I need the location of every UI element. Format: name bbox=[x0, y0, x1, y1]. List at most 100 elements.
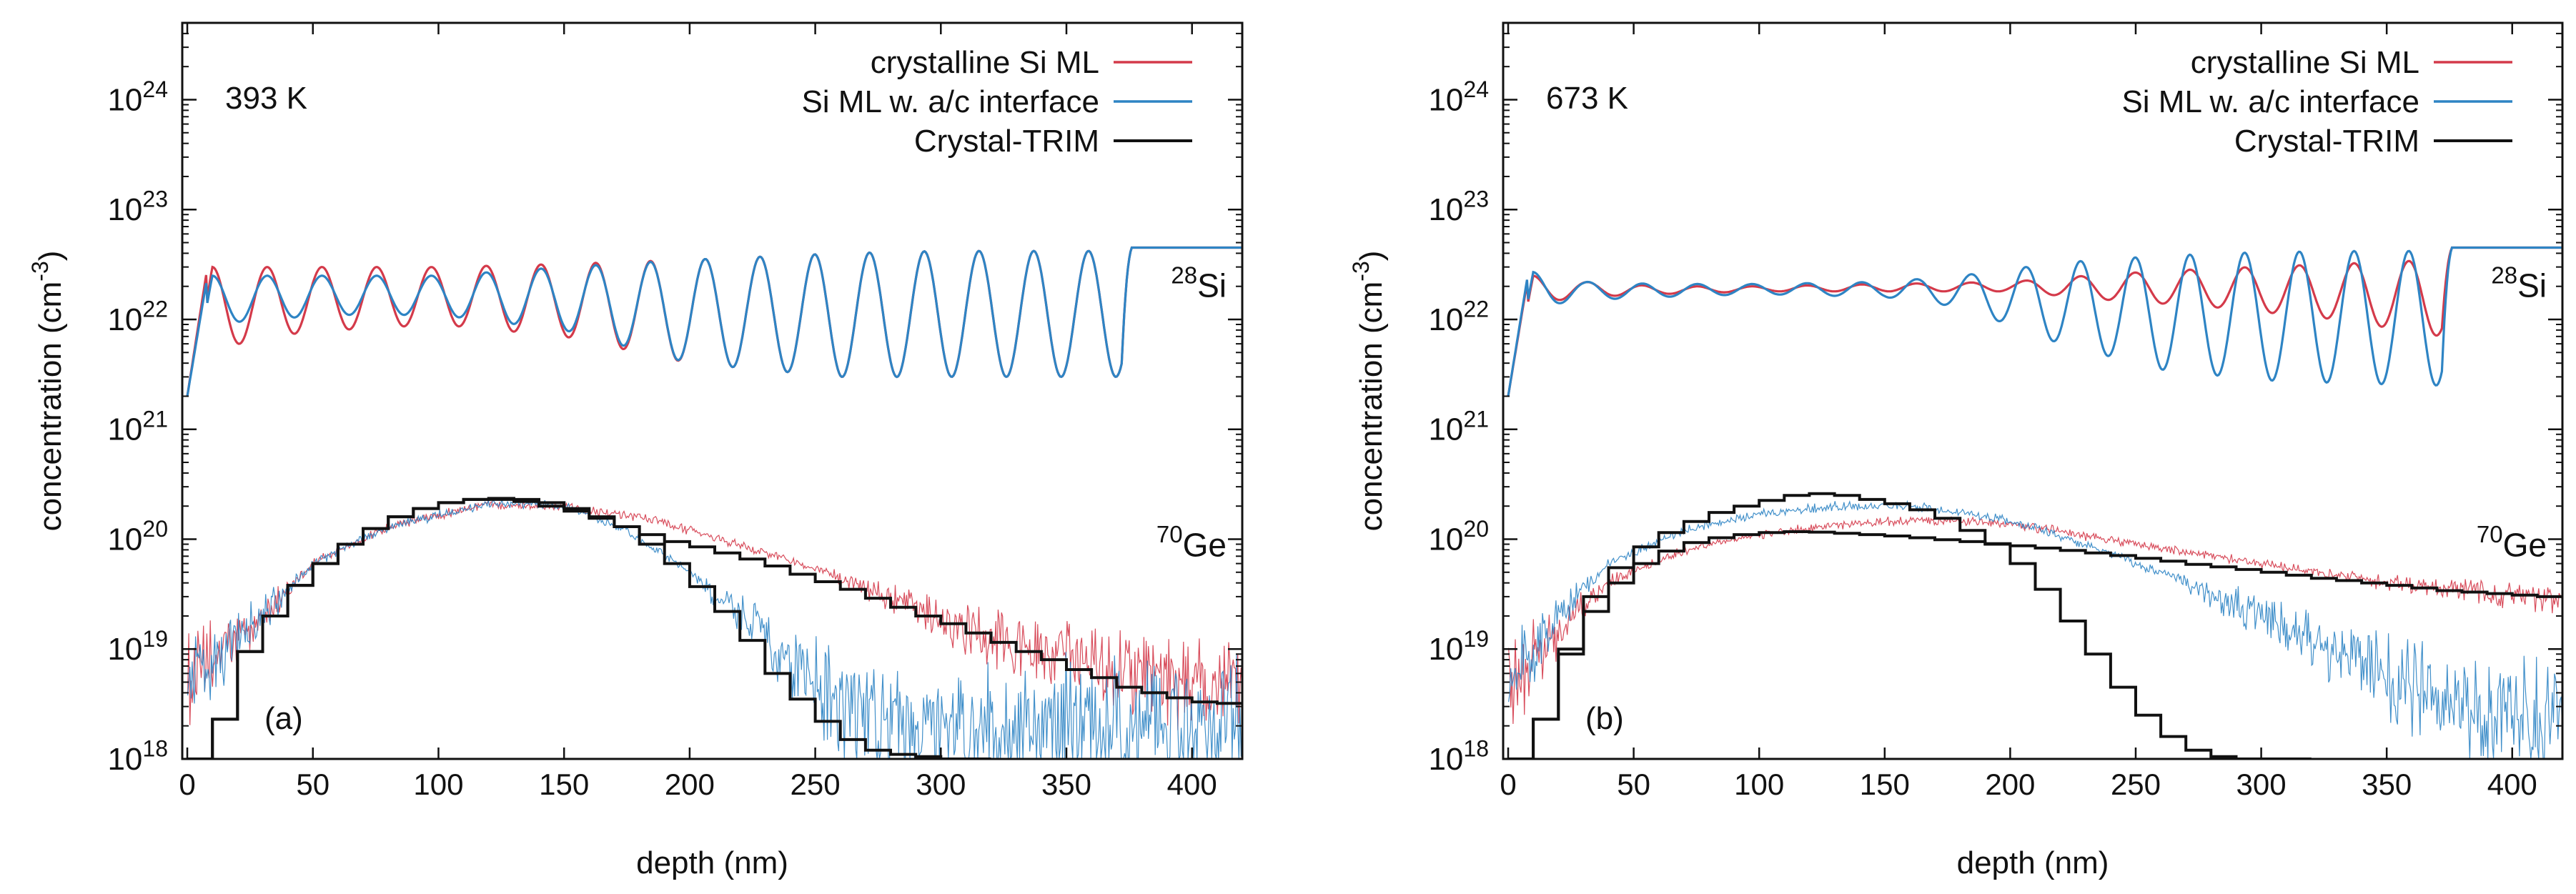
superscript: 20 bbox=[142, 516, 168, 542]
text-part: 10 bbox=[107, 302, 142, 337]
species-label-ge: 70Ge bbox=[2477, 521, 2547, 563]
trim-profile-b bbox=[1508, 530, 2562, 759]
legend-entry-label: Crystal-TRIM bbox=[914, 124, 1099, 159]
text-part: 10 bbox=[107, 412, 142, 447]
trim-profile-a bbox=[1508, 492, 2312, 759]
superscript: 24 bbox=[142, 76, 168, 102]
y-tick-label: 1020 bbox=[1428, 516, 1489, 557]
legend-entry-label: Si ML w. a/c interface bbox=[801, 84, 1099, 119]
y-tick-label: 1021 bbox=[107, 406, 168, 447]
y-axis-label-close: ) bbox=[33, 251, 68, 262]
temperature-label: 393 K bbox=[225, 81, 307, 116]
si-profile-ac-interface bbox=[186, 246, 1242, 397]
text-part: Si bbox=[1197, 267, 1227, 304]
text-part: 10 bbox=[1428, 192, 1463, 227]
superscript: 23 bbox=[1463, 187, 1489, 212]
x-tick-label: 0 bbox=[1500, 768, 1516, 801]
si-profile-crystalline bbox=[1507, 246, 2562, 397]
y-axis-label: concentration (cm-3) bbox=[1348, 251, 1389, 532]
text-part: 10 bbox=[107, 632, 142, 667]
x-tick-label: 300 bbox=[2236, 768, 2287, 801]
text-part: 10 bbox=[107, 742, 142, 777]
trim-profile-b bbox=[187, 497, 1242, 759]
x-tick-label: 250 bbox=[791, 768, 841, 801]
text-part: 10 bbox=[1428, 632, 1463, 667]
legend-entry-label: Si ML w. a/c interface bbox=[2121, 84, 2419, 119]
superscript: 19 bbox=[142, 626, 168, 652]
superscript: 70 bbox=[2477, 521, 2503, 547]
species-label-ge: 70Ge bbox=[1156, 521, 1227, 563]
trim-profile-a bbox=[187, 497, 991, 759]
y-axis-label-sup: -3 bbox=[1348, 261, 1374, 281]
plot-frame bbox=[1502, 21, 2564, 760]
ge-profile-ac-interface bbox=[187, 499, 1242, 759]
y-tick-label: 1020 bbox=[107, 516, 168, 557]
x-axis-label: depth (nm) bbox=[636, 845, 788, 880]
superscript: 22 bbox=[1463, 297, 1489, 322]
text-part: 10 bbox=[107, 522, 142, 557]
temperature-label: 673 K bbox=[1546, 81, 1628, 116]
y-tick-label: 1024 bbox=[1428, 76, 1489, 117]
superscript: 23 bbox=[142, 187, 168, 212]
superscript: 18 bbox=[142, 736, 168, 762]
x-tick-label: 50 bbox=[1617, 768, 1650, 801]
plot-frame bbox=[181, 21, 1244, 760]
species-label-si: 28Si bbox=[1171, 262, 1227, 304]
superscript: 21 bbox=[142, 406, 168, 432]
x-tick-label: 100 bbox=[413, 768, 463, 801]
x-tick-label: 150 bbox=[1860, 768, 1910, 801]
superscript: 20 bbox=[1463, 516, 1489, 542]
y-axis-label-sup: -3 bbox=[27, 261, 53, 281]
text-part: 10 bbox=[1428, 302, 1463, 337]
species-label-si: 28Si bbox=[2491, 262, 2547, 304]
y-tick-label: 1024 bbox=[107, 76, 168, 117]
panel-label: (b) bbox=[1585, 701, 1624, 736]
x-tick-label: 350 bbox=[2362, 768, 2412, 801]
superscript: 70 bbox=[1156, 521, 1183, 547]
x-tick-label: 50 bbox=[296, 768, 330, 801]
x-tick-label: 250 bbox=[2111, 768, 2161, 801]
superscript: 18 bbox=[1463, 736, 1489, 762]
x-tick-label: 100 bbox=[1734, 768, 1784, 801]
x-tick-label: 200 bbox=[1985, 768, 2035, 801]
plot-area bbox=[1507, 246, 2562, 759]
x-tick-label: 200 bbox=[665, 768, 715, 801]
superscript: 22 bbox=[142, 297, 168, 322]
y-tick-label: 1023 bbox=[1428, 187, 1489, 227]
text-part: 10 bbox=[1428, 522, 1463, 557]
legend-entry-label: Crystal-TRIM bbox=[2234, 124, 2419, 159]
si-profile-ac-interface bbox=[1507, 246, 2562, 397]
text-part: Ge bbox=[2503, 526, 2547, 563]
superscript: 24 bbox=[1463, 76, 1489, 102]
x-tick-label: 400 bbox=[1167, 768, 1217, 801]
text-part: Si bbox=[2517, 267, 2547, 304]
superscript: 19 bbox=[1463, 626, 1489, 652]
superscript: 21 bbox=[1463, 406, 1489, 432]
y-axis-label: concentration (cm-3) bbox=[27, 251, 68, 532]
x-tick-label: 350 bbox=[1041, 768, 1091, 801]
chart-panel-b: 0 50 100 150 200 250 300 350 4001018101910201021… bbox=[1348, 21, 2564, 880]
x-tick-label: 400 bbox=[2487, 768, 2537, 801]
y-tick-label: 1018 bbox=[1428, 736, 1489, 777]
chart-panel-a: 0 50 100 150 200 250 300 350 4001018101910201021… bbox=[27, 21, 1244, 880]
text-part: 10 bbox=[107, 82, 142, 117]
y-tick-label: 1023 bbox=[107, 187, 168, 227]
y-axis-label-text: concentration (cm bbox=[1354, 282, 1389, 532]
text-part: 10 bbox=[107, 192, 142, 227]
y-tick-label: 1018 bbox=[107, 736, 168, 777]
superscript: 28 bbox=[1171, 262, 1197, 288]
y-axis-label-close: ) bbox=[1354, 251, 1389, 262]
x-axis-label: depth (nm) bbox=[1957, 845, 2109, 880]
y-tick-label: 1021 bbox=[1428, 406, 1489, 447]
y-tick-label: 1019 bbox=[1428, 626, 1489, 667]
legend-entry-label: crystalline Si ML bbox=[871, 45, 1099, 80]
superscript: 28 bbox=[2491, 262, 2517, 288]
y-tick-label: 1022 bbox=[1428, 297, 1489, 337]
x-tick-label: 0 bbox=[179, 768, 195, 801]
ge-profile-crystalline bbox=[187, 498, 1242, 730]
y-tick-label: 1019 bbox=[107, 626, 168, 667]
text-part: 10 bbox=[1428, 412, 1463, 447]
y-tick-label: 1022 bbox=[107, 297, 168, 337]
x-tick-label: 150 bbox=[539, 768, 589, 801]
